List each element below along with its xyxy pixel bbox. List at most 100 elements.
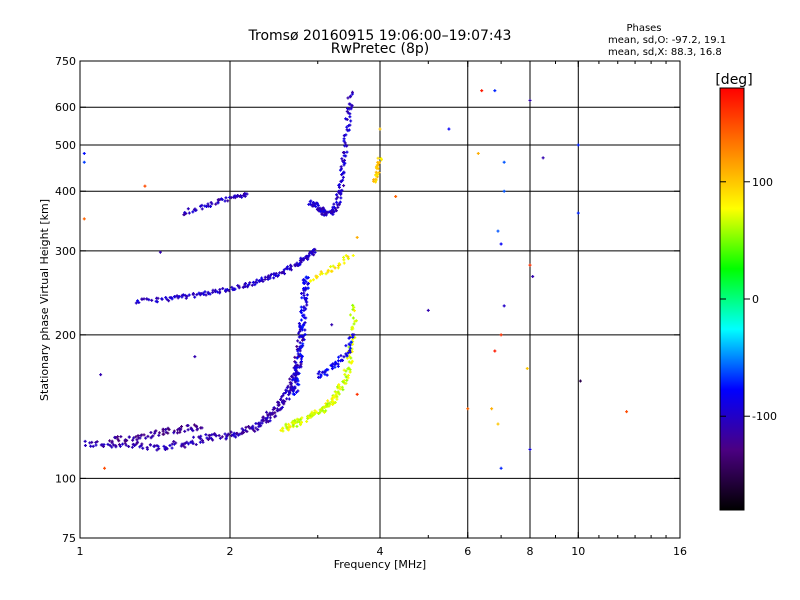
x-tick-label: 4 <box>377 545 384 558</box>
data-point <box>157 431 161 435</box>
data-point <box>223 432 227 436</box>
data-point <box>334 209 338 213</box>
data-point <box>148 443 152 447</box>
data-point <box>320 212 324 216</box>
data-point <box>302 305 306 309</box>
data-point <box>262 419 266 423</box>
data-point <box>220 435 224 439</box>
data-point <box>302 281 306 285</box>
data-point <box>266 413 270 417</box>
data-point <box>234 435 238 439</box>
data-point <box>352 305 356 309</box>
data-point <box>305 420 309 424</box>
data-point <box>127 444 131 448</box>
data-point <box>112 443 116 447</box>
data-point <box>160 297 164 301</box>
data-point <box>292 377 296 381</box>
data-point <box>307 254 311 258</box>
data-point <box>303 288 307 292</box>
data-point <box>276 273 280 277</box>
data-point <box>340 188 344 192</box>
data-point <box>194 443 198 447</box>
data-point <box>376 156 380 160</box>
data-point <box>225 287 229 291</box>
data-point <box>320 272 324 276</box>
data-point <box>310 410 314 414</box>
data-point <box>118 444 122 448</box>
data-point <box>274 414 278 418</box>
data-point <box>281 429 285 433</box>
data-point <box>265 410 269 414</box>
data-point <box>208 292 212 296</box>
colorbar-label: [deg] <box>715 72 752 88</box>
data-point <box>204 293 208 297</box>
data-point <box>324 213 328 217</box>
data-point <box>99 373 103 377</box>
data-point <box>288 377 292 381</box>
data-point <box>82 160 86 164</box>
data-point <box>327 404 331 408</box>
data-point <box>342 184 346 188</box>
data-point <box>496 229 500 233</box>
data-point <box>346 373 350 377</box>
data-point <box>338 183 342 187</box>
data-point <box>213 288 217 292</box>
data-point <box>285 426 289 430</box>
data-point <box>282 392 286 396</box>
data-point <box>355 235 359 239</box>
data-point <box>135 438 139 442</box>
data-point <box>237 284 241 288</box>
data-point <box>120 442 124 446</box>
data-point <box>376 163 380 167</box>
data-point <box>189 440 193 444</box>
data-point <box>220 197 224 201</box>
data-point <box>291 386 295 390</box>
chart-subtitle: RwPretec (8p) <box>331 41 429 57</box>
data-point <box>335 395 339 399</box>
data-point <box>333 360 337 364</box>
data-point <box>245 430 249 434</box>
data-point <box>340 157 344 161</box>
data-point <box>337 392 341 396</box>
data-point <box>340 358 344 362</box>
data-point <box>140 297 144 301</box>
data-point <box>306 286 310 290</box>
data-point <box>336 195 340 199</box>
data-points <box>82 89 629 470</box>
data-point <box>116 437 120 441</box>
data-point <box>301 342 305 346</box>
data-point <box>374 177 378 181</box>
data-point <box>298 423 302 427</box>
data-point <box>331 212 335 216</box>
colorbar-tick-label: 0 <box>752 293 759 306</box>
data-point <box>302 322 306 326</box>
data-point <box>297 347 301 351</box>
data-point <box>302 287 306 291</box>
data-point <box>342 133 346 137</box>
data-point <box>374 170 378 174</box>
data-point <box>247 283 251 287</box>
data-point <box>140 442 144 446</box>
data-point <box>204 433 208 437</box>
data-point <box>158 250 162 254</box>
data-point <box>315 410 319 414</box>
data-point <box>224 196 228 200</box>
data-point <box>194 424 198 428</box>
data-point <box>272 272 276 276</box>
data-point <box>374 165 378 169</box>
data-point <box>217 434 221 438</box>
data-point <box>466 407 470 411</box>
data-point <box>351 335 355 339</box>
data-point <box>83 439 87 443</box>
data-point <box>221 287 225 291</box>
data-point <box>216 201 220 205</box>
data-point <box>103 466 107 470</box>
data-point <box>348 335 352 339</box>
data-point <box>261 415 265 419</box>
grid-lines <box>80 61 680 538</box>
data-point <box>346 129 350 133</box>
data-point <box>337 189 341 193</box>
data-point <box>287 422 291 426</box>
data-point <box>254 421 258 425</box>
data-point <box>199 437 203 441</box>
